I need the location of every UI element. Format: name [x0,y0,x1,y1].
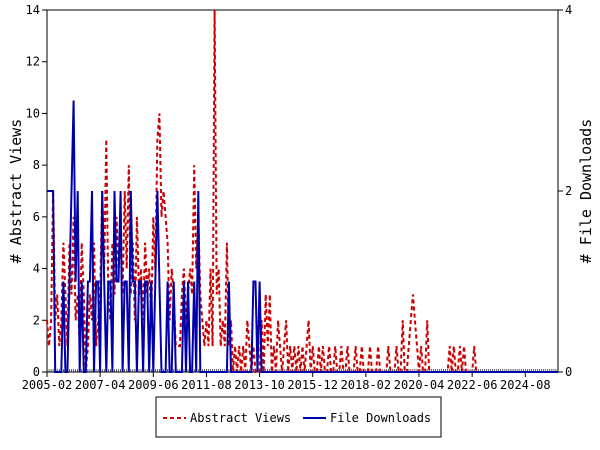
y-left-tick-label: 2 [33,313,40,327]
y-left-tick-label: 12 [26,55,40,69]
x-tick-label: 2007-04 [75,378,126,392]
y-left-tick-label: 14 [26,3,40,17]
y-right-axis-title: # File Downloads [577,119,595,264]
x-tick-label: 2011-08 [181,378,232,392]
series-layer [46,9,558,373]
x-tick-label: 2015-12 [287,378,338,392]
y-left-axis: 0 2 4 6 8 10 12 14 [26,3,47,379]
y-right-tick-label: 0 [565,365,572,379]
legend-label-abstract-views: Abstract Views [190,411,291,425]
x-tick-label: 2018-02 [341,378,392,392]
x-tick-label: 2009-06 [128,378,179,392]
x-tick-label: 2013-10 [234,378,285,392]
legend: Abstract Views File Downloads [155,396,442,438]
y-left-tick-label: 6 [33,210,40,224]
series-file-downloads [47,100,558,373]
x-axis: 2005-02 2007-04 2009-06 2011-08 2013-10 2015-… [22,369,559,392]
x-tick-label: 2020-04 [394,378,445,392]
y-left-tick-label: 10 [26,106,40,120]
legend-label-file-downloads: File Downloads [330,411,431,425]
x-tick-label: 2005-02 [22,378,73,392]
y-left-tick-label: 4 [33,262,40,276]
y-left-axis-title: # Abstract Views [7,119,25,264]
y-left-tick-label: 8 [33,158,40,172]
y-right-tick-label: 2 [565,184,572,198]
y-right-axis: 0 2 4 [558,3,572,379]
y-right-tick-label: 4 [565,3,572,17]
x-tick-label: 2022-06 [447,378,498,392]
y-left-tick-label: 0 [33,365,40,379]
legend-box [155,396,442,438]
x-tick-label: 2024-08 [500,378,551,392]
